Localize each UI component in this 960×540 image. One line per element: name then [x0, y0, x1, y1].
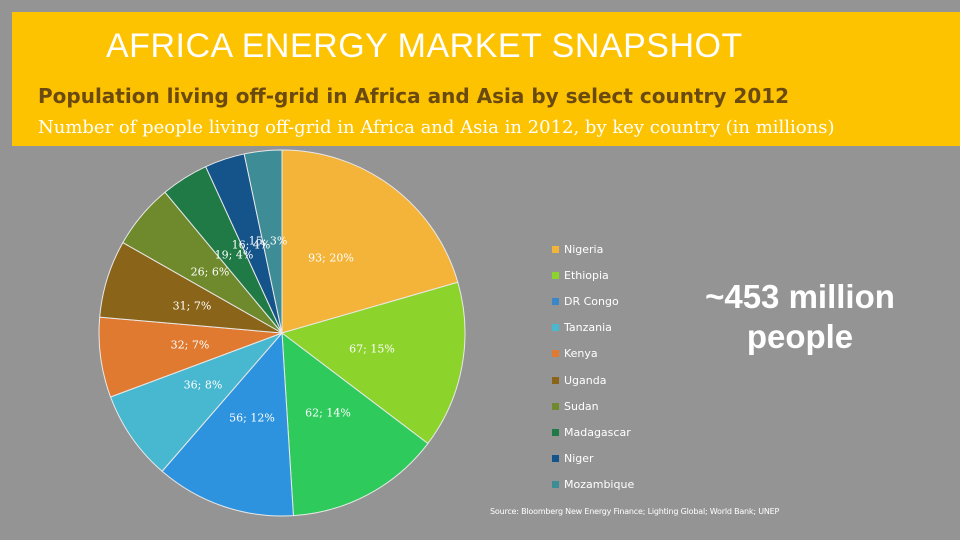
legend-item: Kenya: [552, 341, 634, 367]
legend-item: Madagascar: [552, 419, 634, 445]
chart-subtitle: Number of people living off-grid in Afri…: [38, 117, 835, 138]
legend-label: Kenya: [564, 347, 598, 361]
legend-label: Sudan: [564, 399, 599, 413]
data-label: 19; 4%: [214, 248, 254, 262]
chart-title: Population living off-grid in Africa and…: [38, 84, 790, 108]
total-callout: ~453 million people: [690, 277, 910, 357]
data-label: 67; 15%: [349, 342, 395, 356]
header-banner: [12, 12, 960, 146]
legend-swatch: [552, 324, 559, 332]
data-label: 32; 7%: [170, 338, 210, 352]
legend-item: Sudan: [552, 393, 634, 419]
data-label: 26; 6%: [190, 265, 230, 279]
page-title: AFRICA ENERGY MARKET SNAPSHOT: [106, 27, 743, 65]
pie-slice-dr-congo: [281, 331, 429, 517]
callout-unit: people: [746, 318, 854, 355]
pie-slice-tanzania: [161, 331, 294, 517]
callout-value: ~453 million: [705, 278, 895, 315]
legend-swatch: [552, 271, 559, 279]
pie-slice-nigeria: [281, 149, 459, 334]
data-label: 62; 14%: [305, 406, 351, 420]
legend-item: Niger: [552, 446, 634, 472]
legend-item: Mozambique: [552, 472, 634, 498]
legend-label: Tanzania: [564, 321, 612, 335]
legend-swatch: [552, 481, 559, 489]
legend-swatch: [552, 402, 559, 410]
data-label: 36; 8%: [183, 378, 223, 392]
legend-label: Mozambique: [564, 478, 635, 492]
legend-label: Madagascar: [564, 425, 631, 439]
legend-swatch: [552, 455, 559, 463]
legend-swatch: [552, 245, 559, 253]
legend-item: Tanzania: [552, 315, 634, 341]
legend-swatch: [552, 350, 559, 358]
legend-swatch: [552, 376, 559, 384]
legend-swatch: [552, 297, 559, 305]
source-note: Source: Bloomberg New Energy Finance; Li…: [490, 507, 780, 516]
legend-swatch: [552, 428, 559, 436]
pie-slice-kenya: [109, 332, 283, 472]
data-label: 93; 20%: [308, 251, 354, 265]
legend-item: DR Congo: [552, 288, 634, 314]
data-label: 15; 3%: [248, 234, 288, 248]
legend-item: Nigeria: [552, 236, 634, 262]
legend-label: Uganda: [564, 373, 607, 387]
legend-item: Ethiopia: [552, 262, 634, 288]
chart-legend: Nigeria Ethiopia DR Congo Tanzania Kenya Ugan…: [552, 236, 634, 498]
data-label: 56; 12%: [229, 411, 275, 425]
data-label: 16; 4%: [231, 238, 271, 252]
pie-slice-ethiopia: [280, 281, 466, 445]
legend-label: Ethiopia: [564, 268, 609, 282]
legend-item: Uganda: [552, 367, 634, 393]
legend-label: Niger: [564, 452, 594, 466]
data-label: 31; 7%: [172, 299, 212, 313]
legend-label: Nigeria: [564, 242, 604, 256]
pie-slice-other: [243, 149, 283, 334]
legend-label: DR Congo: [564, 294, 619, 308]
